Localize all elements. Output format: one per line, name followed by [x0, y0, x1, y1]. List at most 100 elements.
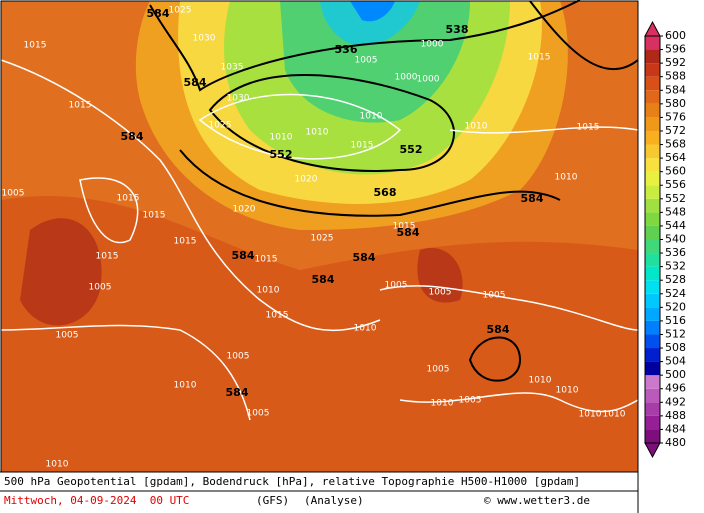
geopotential-label: 584: [312, 273, 335, 286]
colorbar-tick-label: 516: [665, 314, 686, 327]
colorbar-cell: [645, 212, 660, 226]
colorbar-tick-label: 488: [665, 409, 686, 422]
isobar-label: 1015: [351, 141, 374, 151]
geopotential-label: 538: [446, 23, 469, 36]
footer-description: 500 hPa Geopotential [gpdam], Bodendruck…: [4, 475, 580, 488]
colorbar-cell: [645, 348, 660, 362]
isobar-label: 1010: [354, 324, 377, 334]
colorbar-tick-label: 508: [665, 341, 686, 354]
contour-line: [468, 336, 522, 382]
isobar-line: [0, 59, 381, 332]
colorbar-tick-label: 592: [665, 56, 686, 69]
colorbar-tick-label: 600: [665, 29, 686, 42]
footer-date: Mittwoch, 04-09-2024 00 UTC: [4, 494, 189, 507]
warm-region: [1, 196, 638, 472]
colorbar-cell: [645, 388, 660, 403]
isobar-label: 1030: [193, 34, 216, 44]
isobar-label: 1005: [56, 331, 79, 341]
isobar-label: 1010: [556, 386, 579, 396]
colorbar-tick-label: 556: [665, 178, 686, 191]
map-area: 1015 1015 1005 1015 1015 1005 1005 1015 1005 1005…: [0, 0, 639, 473]
geopotential-label: 584: [226, 386, 249, 399]
isobar-label: 1000: [417, 75, 440, 85]
contour-labels: 1015 1015 1005 1015 1015 1005 1005 1015 1005 1005…: [2, 6, 626, 470]
isobar-label: 1015: [577, 123, 600, 133]
footer-credit: © www.wetter3.de: [484, 494, 590, 507]
isobar-label: 1010: [306, 128, 329, 138]
colorbar-tick-label: 524: [665, 287, 686, 300]
isobar-label: 1005: [89, 283, 112, 293]
geopotential-label: 584: [397, 226, 420, 239]
isobar-label: 1010: [603, 410, 626, 420]
geopotential-label: 584: [184, 76, 207, 89]
colorbar-cell: [645, 415, 660, 430]
contour-line: [208, 74, 455, 172]
colorbar-tick-label: 528: [665, 273, 686, 286]
isobar-label: 1005: [427, 365, 450, 375]
geopotential-label: 584: [353, 251, 376, 264]
colorbar-tick-label: 512: [665, 327, 686, 340]
geopotential-label: 552: [270, 148, 293, 161]
footer-model: (GFS): [256, 494, 289, 507]
colder-region: [280, 1, 470, 123]
colorbar-tick-label: 588: [665, 70, 686, 83]
colorbar-cell: [645, 130, 660, 145]
colorbar-cell: [645, 402, 660, 416]
colorbar-cell: [645, 103, 660, 118]
colorbar-cell: [645, 36, 660, 50]
contour-line: [529, 0, 639, 71]
colorbar-cell: [645, 307, 660, 321]
isobar-label: 1015: [69, 101, 92, 111]
isobar-label: 1010: [579, 410, 602, 420]
isobar-label: 1010: [431, 399, 454, 409]
isobar-line: [198, 93, 402, 160]
colorbar-cell: [645, 49, 660, 64]
isobar-label: 1010: [360, 112, 383, 122]
colorbar-cell: [645, 63, 660, 77]
isobar-label: 1005: [483, 291, 506, 301]
colorbar-cell: [645, 334, 660, 349]
colorbar-tick-label: 496: [665, 382, 686, 395]
colorbar-tick-label: 544: [665, 219, 686, 232]
isobar-label: 1005: [385, 281, 408, 291]
colorbar-tick-label: 540: [665, 233, 686, 246]
core-region: [350, 1, 395, 22]
colorbar-cell: [645, 239, 660, 254]
hot-region: [20, 218, 102, 326]
colorbar-tick-label: 584: [665, 83, 686, 96]
isobar-line: [449, 126, 639, 134]
colorbar-tick-label: 580: [665, 97, 686, 110]
isobar-label: 1005: [227, 352, 250, 362]
colorbar-tick-label: 552: [665, 192, 686, 205]
isobar-label: 1025: [311, 234, 334, 244]
geopotential-label: 584: [487, 323, 510, 336]
colorbar-cell: [645, 198, 660, 213]
colorbar-tick-label: 504: [665, 355, 686, 368]
geopotential-label: 584: [521, 192, 544, 205]
colorbar-cell: [645, 280, 660, 294]
colorbar-cell: [645, 293, 660, 308]
isobar-label: 1025: [209, 121, 232, 131]
isobar-label: 1015: [266, 311, 289, 321]
colorbar-cell: [645, 158, 660, 172]
isobar-label: 1015: [255, 255, 278, 265]
colorbar-tick-label: 596: [665, 43, 686, 56]
contour-line: [179, 149, 561, 217]
colorbar-tick-label: 484: [665, 422, 686, 435]
isobar-label: 1035: [221, 63, 244, 73]
colorbar-tick-label: 568: [665, 138, 686, 151]
isobar-label: 1020: [295, 175, 318, 185]
isobar-label: 1015: [117, 194, 140, 204]
colorbar-tick-label: 560: [665, 165, 686, 178]
colorbar-tick-label: 500: [665, 368, 686, 381]
colorbar-tick-label: 520: [665, 300, 686, 313]
isobar-label: 1015: [96, 252, 119, 262]
colorbar-cell: [645, 253, 660, 267]
colorbar-cell: [645, 429, 660, 443]
colorbar-tick-label: 564: [665, 151, 686, 164]
contour-line: [149, 0, 581, 92]
isobar-label: 1015: [393, 222, 416, 232]
colorbar-cell: [645, 117, 660, 131]
colorbar-cell: [645, 76, 660, 91]
